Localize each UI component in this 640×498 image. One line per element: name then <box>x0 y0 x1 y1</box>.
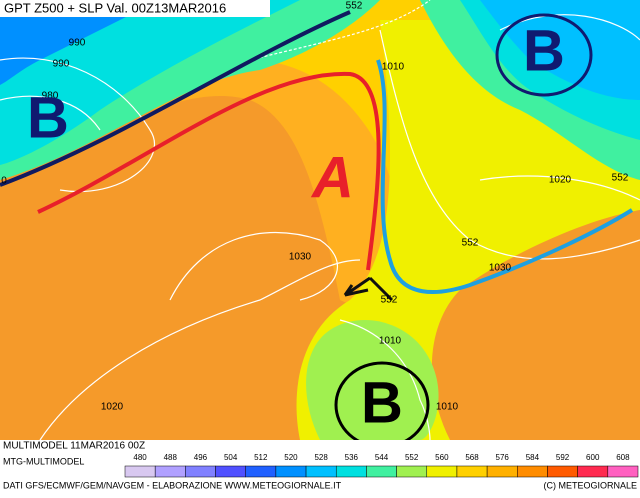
colorbar-label: 584 <box>526 453 540 462</box>
contour-label: 1030 <box>489 263 512 274</box>
ridge-line <box>37 71 381 271</box>
colorbar-cell <box>426 465 458 478</box>
model-label: MTG-MULTIMODEL <box>3 456 84 466</box>
contour-label: 552 <box>381 295 398 306</box>
colorbar-cell <box>124 465 156 478</box>
contour-label: 1030 <box>289 252 312 263</box>
colorbar-label: 520 <box>284 453 298 462</box>
isobar <box>0 95 101 131</box>
colorbar-cell <box>607 465 639 478</box>
title-box <box>0 0 270 17</box>
colorbar-cell <box>547 465 578 478</box>
colorbar-cell <box>154 465 186 478</box>
colorbar-label: 544 <box>375 453 389 462</box>
colorbar-cell <box>305 465 337 478</box>
colorbar-cell <box>366 465 397 478</box>
colorbar-label: 552 <box>405 453 419 462</box>
contour-label: 1020 <box>101 402 124 413</box>
contour-label: 990 <box>69 38 86 49</box>
title: GPT Z500 + SLP Val. 00Z13MAR2016 <box>4 0 226 15</box>
colorbar-label: 512 <box>254 453 268 462</box>
contour-label: 1010 <box>436 402 459 413</box>
isobar <box>479 175 640 201</box>
contour-label: 990 <box>53 59 70 70</box>
low-center: B <box>361 370 403 435</box>
isobar <box>169 232 338 301</box>
low-center: B <box>27 85 69 150</box>
colorbar-cell <box>215 465 246 478</box>
isobar <box>339 319 431 441</box>
contour-label: 1010 <box>379 336 402 347</box>
low-ring <box>495 13 593 97</box>
isobar <box>0 57 156 193</box>
trough-line <box>0 10 351 187</box>
colorbar-cell <box>577 465 609 478</box>
colorbar-label: 488 <box>164 453 178 462</box>
colorbar-cell <box>486 465 518 478</box>
colorbar-cell <box>185 465 216 478</box>
colorbar-label: 576 <box>496 453 510 462</box>
low-center: B <box>523 18 565 83</box>
high-center: A <box>310 145 354 210</box>
contour-label: 0 <box>1 176 7 187</box>
contour-label: 552 <box>346 1 363 12</box>
colorbar-label: 568 <box>465 453 479 462</box>
isobar <box>379 29 640 260</box>
field-blue-ne <box>480 0 640 100</box>
copyright: (C) METEOGIORNALE <box>543 480 637 490</box>
colorbar-label: 560 <box>435 453 449 462</box>
pressure-centers: B B A B <box>27 13 593 449</box>
colorbar-label: 592 <box>556 453 570 462</box>
colorbar-cell <box>456 465 488 478</box>
fronts <box>0 10 634 302</box>
colorbar-label: 608 <box>616 453 630 462</box>
colorbar-label: 504 <box>224 453 238 462</box>
isobar <box>39 259 361 441</box>
contour-label: 552 <box>612 173 629 184</box>
map-field <box>0 0 640 440</box>
colorbar-label: 496 <box>194 453 208 462</box>
colorbar-label: 600 <box>586 453 600 462</box>
colorbar-label: 536 <box>345 453 359 462</box>
contour-label: 1020 <box>549 175 572 186</box>
contour-labels: 990 990 980 552 1010 1020 552 0 552 1030… <box>1 1 629 413</box>
trough-line <box>376 59 634 295</box>
field-lightgreen <box>306 320 439 440</box>
colorbar-cell <box>275 465 307 478</box>
contour-label: 552 <box>462 238 479 249</box>
colorbar: 480 488 496 504 512 520 528 536 544 552 560 568 576 5… <box>124 453 639 478</box>
run-label: MULTIMODEL 11MAR2016 00Z <box>3 441 145 452</box>
colorbar-cell <box>396 465 428 478</box>
colorbar-cell <box>335 465 367 478</box>
colorbar-label: 528 <box>314 453 328 462</box>
credits: DATI GFS/ECMWF/GEM/NAVGEM - ELABORAZIONE… <box>3 480 342 490</box>
field-blue-nw <box>0 0 160 85</box>
colorbar-label: 480 <box>133 453 147 462</box>
flow-arrow <box>343 276 394 302</box>
isobar-552 <box>249 0 431 61</box>
contour-label: 980 <box>42 91 59 102</box>
colorbar-cell <box>517 465 548 478</box>
contour-label: 1010 <box>382 62 405 73</box>
colorbar-cell <box>245 465 277 478</box>
